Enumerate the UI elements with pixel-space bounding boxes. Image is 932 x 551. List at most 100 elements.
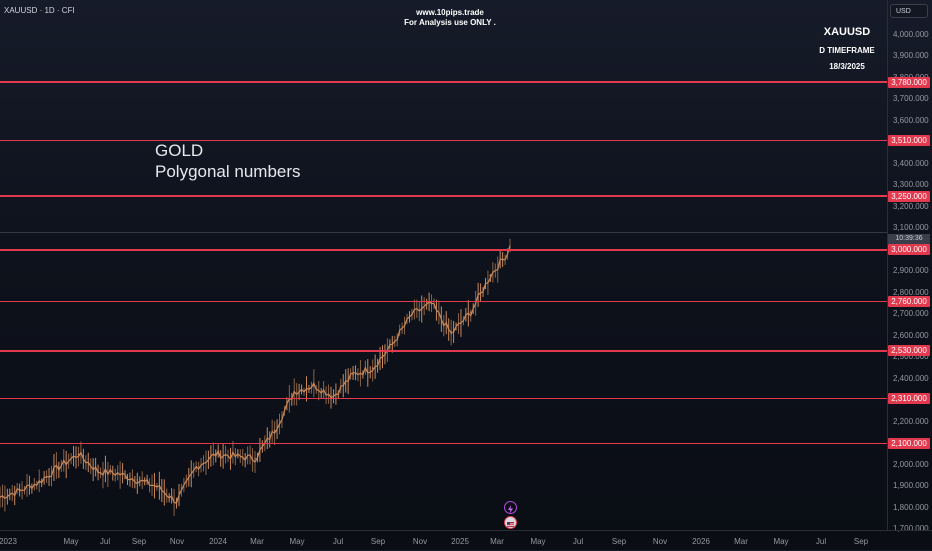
time-tick: May <box>773 537 789 546</box>
price-tick: 1,900.000 <box>893 481 929 491</box>
data-point <box>234 455 237 458</box>
price-chart <box>0 232 887 516</box>
data-point <box>77 453 80 455</box>
data-point <box>116 472 119 475</box>
level-price-tag: 3,780.000 <box>888 76 930 88</box>
data-point <box>371 367 374 369</box>
level-price-tag: 3,000.000 <box>888 244 930 256</box>
level-price-tag: 2,100.000 <box>888 437 930 449</box>
time-tick: Nov <box>169 537 185 546</box>
currency-button[interactable]: USD <box>890 4 928 18</box>
time-tick: Jul <box>815 537 827 546</box>
time-tick: Jul <box>332 537 344 546</box>
countdown-tag: 10:39:36 <box>888 233 930 244</box>
annotation-title: GOLD <box>155 141 204 160</box>
level-line[interactable] <box>0 397 887 399</box>
price-tick: 2,200.000 <box>893 416 929 426</box>
price-tick: 3,900.000 <box>893 51 929 61</box>
flag-icon[interactable] <box>504 516 517 529</box>
data-point <box>58 466 60 468</box>
level-price-tag: 3,250.000 <box>888 190 930 202</box>
side-symbol: XAUUSD <box>823 26 871 38</box>
price-tick: 3,300.000 <box>893 180 929 190</box>
level-price-tag: 3,510.000 <box>888 134 930 146</box>
level-price-tag: 2,760.000 <box>888 296 930 307</box>
price-tick: 3,200.000 <box>893 201 929 211</box>
time-tick: May <box>530 537 546 546</box>
price-tick: 2,500.000 <box>893 352 929 362</box>
time-tick: Jul <box>99 537 111 546</box>
watermark: www.10pips.trade For Analysis use ONLY . <box>404 8 496 28</box>
level-price-tag: 2,530.000 <box>888 345 930 357</box>
data-point <box>156 485 158 488</box>
level-line[interactable] <box>0 350 887 352</box>
data-point <box>352 373 354 376</box>
price-series-line <box>0 245 511 504</box>
price-tick: 2,800.000 <box>893 287 929 297</box>
data-point <box>136 479 139 481</box>
time-tick: 2023 <box>0 537 17 546</box>
level-line[interactable] <box>0 249 887 251</box>
data-point <box>38 481 41 483</box>
side-date: 18/3/2025 <box>829 62 865 71</box>
time-tick: 2026 <box>692 537 710 546</box>
price-tick: 2,700.000 <box>893 309 929 319</box>
price-tick: 2,000.000 <box>893 459 929 469</box>
time-tick: Nov <box>412 537 428 546</box>
level-line[interactable] <box>0 442 887 445</box>
data-point <box>313 384 315 387</box>
time-tick: Sep <box>611 537 627 546</box>
time-tick: Mar <box>250 537 264 546</box>
data-point <box>18 489 21 492</box>
time-tick: Nov <box>652 537 668 546</box>
data-point <box>175 500 178 503</box>
price-tick: 3,600.000 <box>893 115 929 125</box>
time-tick: Sep <box>853 537 869 546</box>
watermark-line-1: www.10pips.trade <box>416 8 484 17</box>
price-tick: 1,800.000 <box>893 502 929 512</box>
data-point <box>0 496 1 498</box>
time-tick: Mar <box>490 537 504 546</box>
level-line[interactable] <box>0 195 887 197</box>
annotation: GOLD Polygonal numbers <box>155 140 301 182</box>
data-point <box>195 466 197 468</box>
data-point <box>489 274 492 277</box>
data-point <box>97 470 99 473</box>
price-tick: 3,100.000 <box>893 223 929 233</box>
price-tick: 4,000.000 <box>893 29 929 39</box>
data-point <box>430 302 433 305</box>
data-point <box>293 391 296 393</box>
annotation-subtitle: Polygonal numbers <box>155 162 301 181</box>
data-point <box>332 395 335 397</box>
price-tick: 1,700.000 <box>893 524 929 534</box>
time-tick: 2024 <box>209 537 227 546</box>
time-tick: 2025 <box>451 537 469 546</box>
data-point <box>391 343 394 346</box>
data-point <box>254 457 256 460</box>
time-tick: Sep <box>370 537 386 546</box>
time-tick: Mar <box>734 537 748 546</box>
side-timeframe: D TIMEFRAME <box>819 46 875 55</box>
time-tick: May <box>63 537 79 546</box>
data-point <box>411 313 413 316</box>
chart-area[interactable] <box>0 0 887 530</box>
price-tick: 3,700.000 <box>893 94 929 104</box>
time-tick: Sep <box>131 537 147 546</box>
lightning-icon[interactable] <box>504 501 517 514</box>
price-tick: 2,400.000 <box>893 373 929 383</box>
time-axis[interactable]: 2023 May Jul Sep Nov 2024 Mar May Jul Sep Nov 2025 M… <box>0 530 932 551</box>
time-tick: Jul <box>572 537 584 546</box>
watermark-line-2: For Analysis use ONLY . <box>404 18 496 27</box>
data-point <box>214 453 217 455</box>
level-line[interactable] <box>0 300 887 303</box>
price-tick: 2,900.000 <box>893 266 929 276</box>
symbol-info[interactable]: XAUUSD · 1D · CFI <box>4 6 75 15</box>
time-tick: May <box>289 537 305 546</box>
data-point <box>273 429 276 432</box>
level-price-tag: 2,310.000 <box>888 392 930 404</box>
price-tick: 2,600.000 <box>893 330 929 340</box>
level-line[interactable] <box>0 139 887 141</box>
price-tick: 3,400.000 <box>893 158 929 168</box>
data-point <box>469 311 472 314</box>
level-line[interactable] <box>0 81 887 83</box>
